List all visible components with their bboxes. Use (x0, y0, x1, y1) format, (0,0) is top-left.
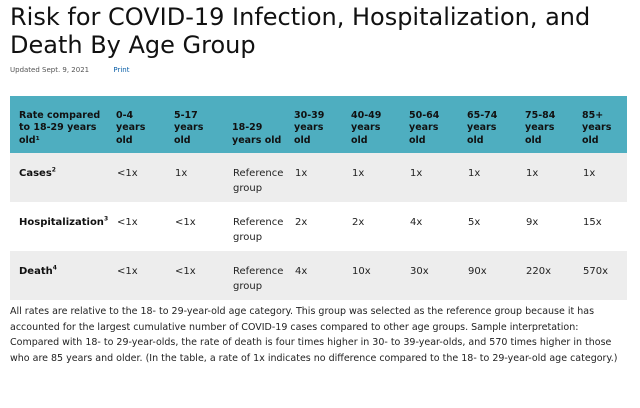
page-title: Risk for COVID-19 Infection, Hospitaliza… (10, 3, 591, 59)
table-cell: Reference group (224, 251, 286, 300)
table-cell: <1x (117, 217, 138, 228)
table-cell: <1x (108, 153, 166, 202)
column-header: 65-74 years old (459, 96, 517, 153)
table-cell: 1x (574, 153, 627, 202)
table-cell: 220x (517, 251, 574, 300)
row-label-cases: Cases2 (10, 153, 108, 202)
column-header: 40-49 years old (343, 96, 401, 153)
table-cell: 9x (526, 217, 539, 228)
table-cell: Reference group (233, 217, 284, 243)
footnote-ref[interactable]: 3 (103, 215, 109, 223)
column-header: 0-4 years old (108, 96, 166, 153)
table-cell: 2x (352, 217, 365, 228)
table-cell: 4x (286, 251, 343, 300)
table-row: Cases2 <1x 1x Reference group 1x 1x 1x 1… (10, 153, 627, 202)
table-cell: <1x (175, 217, 196, 228)
column-header: 30-39 years old (286, 96, 343, 153)
table-cell: 570x (574, 251, 627, 300)
table-cell: 1x (517, 153, 574, 202)
table-cell: 1x (401, 153, 459, 202)
table-note: All rates are relative to the 18- to 29-… (10, 306, 618, 364)
table-cell: 1x (343, 153, 401, 202)
table-cell: <1x (108, 251, 166, 300)
updated-date: Updated Sept. 9, 2021 (10, 66, 90, 74)
column-header: 75-84 years old (517, 96, 574, 153)
column-header: 50-64 years old (401, 96, 459, 153)
table-cell: 4x (410, 217, 423, 228)
table-cell: 10x (343, 251, 401, 300)
risk-table: Rate compared to 18-29 years old¹ 0-4 ye… (10, 96, 627, 300)
table-cell: 1x (286, 153, 343, 202)
row-label-hospitalization: Hospitalization3 (19, 215, 109, 228)
table-cell: <1x (166, 251, 224, 300)
print-link[interactable]: Print (113, 66, 130, 74)
table-cell: 30x (401, 251, 459, 300)
table-cell: Reference group (224, 153, 286, 202)
column-header: 5-17 years old (166, 96, 224, 153)
table-row: Hospitalization3 <1x <1x Reference group… (10, 202, 627, 251)
table-cell: 15x (583, 217, 602, 228)
table-cell: 1x (459, 153, 517, 202)
table-cell: 5x (468, 217, 481, 228)
footnote-ref[interactable]: 2 (51, 166, 56, 174)
column-header: 85+ years old (574, 96, 627, 153)
row-label-death: Death4 (10, 251, 108, 300)
column-header: 18-29 years old (224, 96, 286, 153)
table-header-row: Rate compared to 18-29 years old¹ 0-4 ye… (10, 96, 627, 153)
footnote-ref[interactable]: 4 (52, 264, 57, 272)
table-row: Death4 <1x <1x Reference group 4x 10x 30… (10, 251, 627, 300)
table-cell: 90x (459, 251, 517, 300)
table-cell: 1x (166, 153, 224, 202)
meta-line: Updated Sept. 9, 2021 Print (10, 66, 129, 74)
column-header: Rate compared to 18-29 years old¹ (10, 96, 108, 153)
table-cell: 2x (295, 217, 308, 228)
